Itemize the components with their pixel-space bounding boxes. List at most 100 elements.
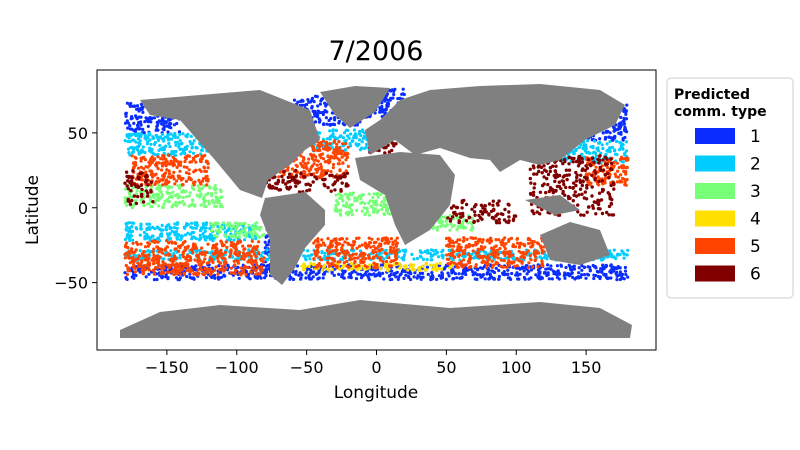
- map-point: [325, 137, 330, 141]
- map-point: [156, 152, 160, 157]
- map-point: [221, 244, 225, 248]
- map-point: [338, 260, 342, 264]
- map-point: [488, 272, 492, 276]
- map-point: [123, 187, 128, 191]
- map-point: [523, 277, 527, 281]
- map-point: [135, 148, 139, 152]
- map-point: [264, 274, 268, 278]
- map-point: [132, 147, 136, 151]
- map-point: [435, 277, 439, 281]
- map-point: [381, 205, 385, 209]
- map-point: [588, 265, 592, 269]
- map-point: [572, 267, 577, 271]
- map-point: [132, 182, 137, 186]
- map-point: [179, 234, 183, 238]
- map-point: [624, 149, 629, 153]
- map-point: [199, 169, 203, 173]
- map-point: [308, 277, 312, 281]
- map-point: [157, 161, 161, 165]
- map-point: [622, 277, 626, 281]
- map-point: [197, 271, 201, 275]
- map-point: [588, 182, 592, 187]
- map-point: [224, 240, 228, 244]
- map-point: [223, 233, 227, 237]
- map-point: [299, 175, 303, 179]
- map-point: [608, 139, 612, 144]
- map-point: [205, 183, 209, 187]
- map-point: [123, 139, 127, 143]
- map-point: [535, 249, 539, 253]
- map-point: [303, 161, 307, 165]
- map-point: [166, 234, 170, 238]
- map-point: [418, 250, 423, 254]
- map-point: [403, 250, 407, 254]
- map-point: [623, 135, 627, 140]
- map-point: [300, 164, 304, 168]
- map-point: [398, 96, 402, 100]
- map-point: [524, 251, 529, 255]
- map-point: [474, 265, 478, 269]
- map-point: [360, 264, 364, 268]
- map-point: [351, 252, 355, 256]
- map-point: [220, 240, 224, 245]
- map-point: [350, 257, 354, 261]
- map-point: [215, 251, 219, 255]
- map-point: [234, 221, 238, 225]
- map-point: [440, 274, 444, 278]
- map-point: [335, 243, 339, 247]
- map-point: [200, 252, 204, 256]
- map-point: [479, 275, 483, 279]
- map-point: [379, 251, 383, 255]
- map-point: [198, 233, 202, 238]
- map-point: [126, 266, 130, 271]
- map-point: [326, 237, 330, 241]
- map-point: [445, 253, 449, 257]
- map-point: [337, 272, 341, 276]
- map-point: [571, 275, 575, 279]
- map-point: [529, 258, 533, 262]
- map-point: [497, 268, 501, 273]
- map-point: [625, 253, 629, 257]
- map-point: [169, 240, 174, 244]
- map-point: [156, 176, 160, 180]
- map-point: [503, 253, 507, 257]
- map-point: [360, 140, 364, 144]
- map-point: [289, 175, 293, 179]
- map-point: [340, 155, 344, 159]
- map-point: [219, 203, 223, 207]
- map-point: [169, 159, 173, 163]
- map-point: [146, 259, 150, 263]
- map-point: [390, 88, 394, 92]
- map-point: [145, 232, 149, 236]
- map-point: [454, 240, 459, 244]
- map-point: [166, 270, 170, 274]
- map-point: [303, 103, 307, 107]
- map-point: [346, 128, 350, 132]
- map-point: [372, 272, 376, 276]
- map-point: [208, 256, 212, 260]
- map-point: [134, 273, 138, 278]
- map-point: [385, 207, 389, 211]
- map-point: [364, 142, 369, 146]
- map-point: [515, 241, 520, 245]
- map-point: [381, 260, 385, 264]
- map-point: [181, 195, 185, 199]
- map-point: [328, 129, 332, 133]
- map-point: [258, 266, 262, 270]
- map-point: [203, 251, 207, 255]
- map-point: [350, 267, 354, 271]
- map-point: [129, 189, 133, 193]
- map-point: [194, 146, 198, 150]
- map-point: [170, 205, 174, 209]
- map-point: [187, 176, 191, 180]
- map-point: [131, 238, 135, 242]
- map-point: [451, 277, 455, 281]
- map-point: [415, 256, 420, 261]
- map-point: [141, 270, 145, 275]
- map-point: [129, 101, 133, 106]
- map-point: [402, 276, 406, 280]
- map-point: [391, 96, 395, 100]
- map-point: [215, 235, 219, 239]
- map-point: [184, 257, 188, 261]
- map-point: [332, 252, 336, 256]
